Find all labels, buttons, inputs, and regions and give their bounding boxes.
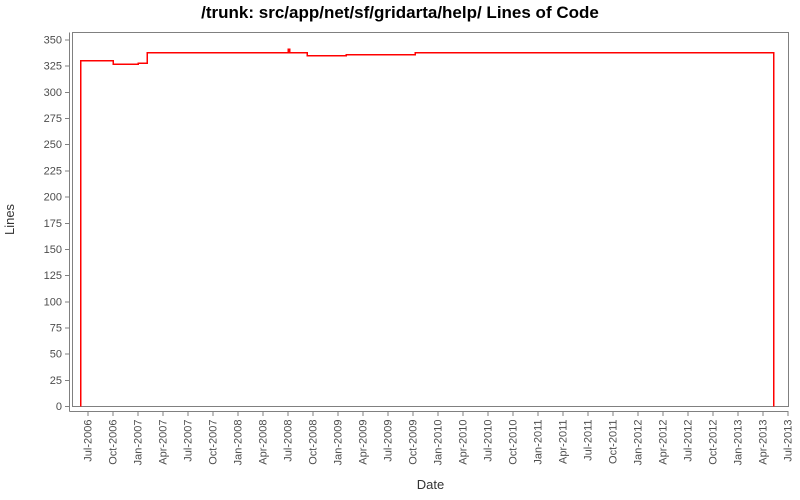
x-tick-label: Oct-2009 <box>408 420 420 465</box>
x-tick-label: Apr-2012 <box>658 420 670 465</box>
x-tick-label: Oct-2012 <box>708 420 720 465</box>
y-tick-label: 100 <box>44 296 62 308</box>
x-tick-label: Jul-2009 <box>383 420 395 462</box>
y-tick-label: 75 <box>50 322 62 334</box>
y-tick-label: 275 <box>44 113 62 125</box>
x-tick-label: Apr-2008 <box>258 420 270 465</box>
x-axis-title: Date <box>417 477 444 492</box>
loc-series-line <box>80 48 775 407</box>
y-tick-label: 200 <box>44 192 62 204</box>
y-tick-label: 25 <box>50 375 62 387</box>
y-tick-label: 150 <box>44 244 62 256</box>
y-tick-label: 125 <box>44 270 62 282</box>
y-tick-label: 175 <box>44 218 62 230</box>
x-tick-label: Jul-2011 <box>583 420 595 461</box>
y-tick-label: 300 <box>44 87 62 99</box>
x-tick-label: Jan-2009 <box>333 420 345 466</box>
plot-border <box>72 32 789 407</box>
x-tick-label: Jan-2010 <box>433 420 445 466</box>
y-axis-title: Lines <box>2 203 17 235</box>
x-tick-label: Jul-2010 <box>483 420 495 462</box>
x-tick-label: Jan-2011 <box>533 420 545 465</box>
x-tick-label: Jul-2008 <box>283 420 295 462</box>
x-tick-label: Oct-2010 <box>508 420 520 465</box>
y-tick-label: 350 <box>44 35 62 47</box>
x-tick-label: Jan-2013 <box>733 420 745 466</box>
x-tick-label: Apr-2011 <box>558 420 570 464</box>
x-tick-label: Apr-2009 <box>358 420 370 465</box>
x-tick-label: Apr-2007 <box>158 420 170 465</box>
x-tick-label: Oct-2006 <box>108 420 120 465</box>
y-tick-label: 0 <box>56 401 62 413</box>
y-tick-label: 225 <box>44 165 62 177</box>
x-tick-label: Jan-2012 <box>633 420 645 466</box>
y-tick-label: 250 <box>44 139 62 151</box>
x-tick-label: Apr-2013 <box>758 420 770 465</box>
y-tick-label: 50 <box>50 349 62 361</box>
y-tick-label: 325 <box>44 61 62 73</box>
chart-title: /trunk: src/app/net/sf/gridarta/help/ Li… <box>201 3 599 22</box>
x-tick-label: Jul-2006 <box>83 420 95 462</box>
x-tick-label: Oct-2007 <box>208 420 220 465</box>
x-tick-label: Jan-2007 <box>133 420 145 466</box>
x-tick-label: Apr-2010 <box>458 420 470 465</box>
x-tick-label: Jul-2007 <box>183 420 195 462</box>
x-tick-label: Jul-2012 <box>683 420 695 462</box>
x-tick-label: Jul-2013 <box>783 420 795 462</box>
x-tick-label: Oct-2011 <box>608 420 620 464</box>
x-tick-label: Oct-2008 <box>308 420 320 465</box>
x-tick-label: Jan-2008 <box>233 420 245 466</box>
